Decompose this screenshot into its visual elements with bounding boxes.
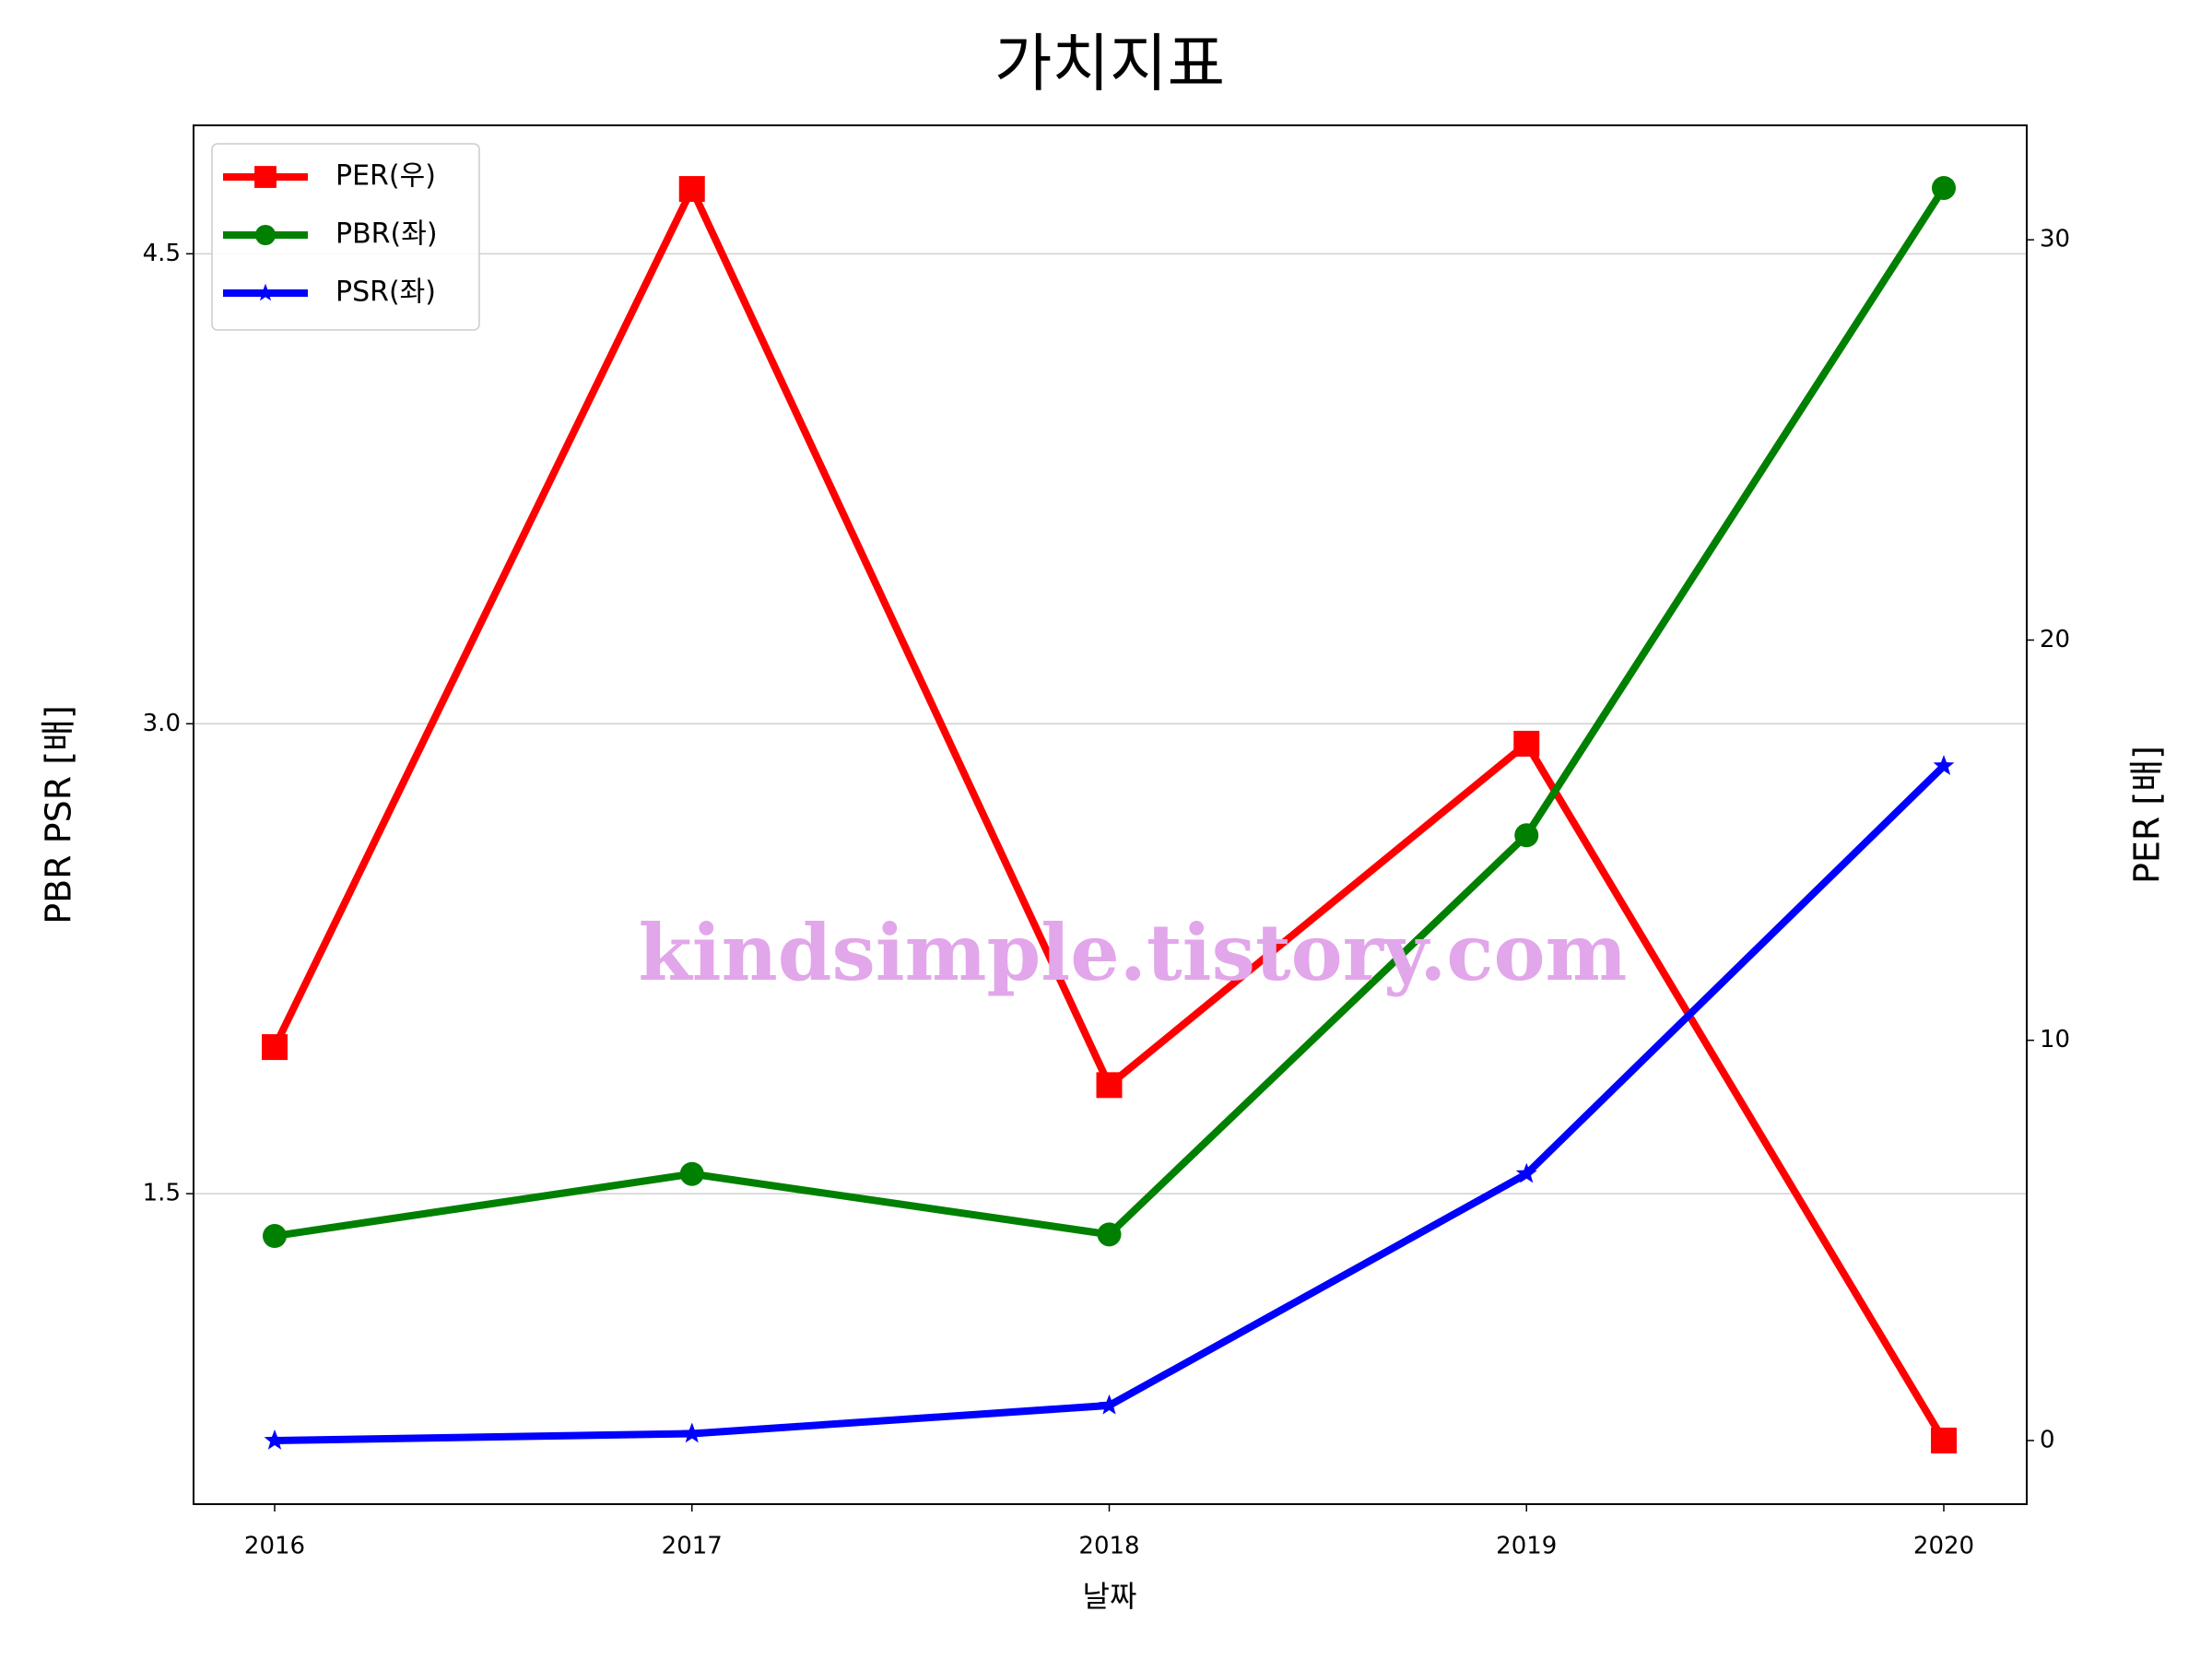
y-tick-label: 4.5	[143, 240, 181, 267]
marker	[256, 283, 275, 301]
marker	[1515, 1162, 1537, 1183]
plot-frame	[193, 124, 2028, 1505]
x-tick-label: 2016	[244, 1533, 305, 1560]
y2-tick-label: 10	[2040, 1026, 2070, 1053]
y-tick-label: 1.5	[143, 1180, 181, 1207]
legend-box	[211, 143, 480, 331]
series	[264, 755, 1955, 1450]
marker	[1931, 1427, 1957, 1453]
marker	[264, 1430, 286, 1450]
x-tick-label: 2019	[1496, 1533, 1557, 1560]
marker	[262, 1034, 288, 1061]
legend-label: PBR(좌)	[335, 218, 438, 251]
legend: PER(우) PBR(좌) PSR(좌)	[211, 143, 480, 331]
series	[262, 176, 1957, 1453]
chart-title: 가치지표	[994, 29, 1225, 101]
marker	[1096, 1072, 1123, 1099]
legend-label: PSR(좌)	[335, 276, 436, 309]
marker	[681, 1422, 703, 1443]
marker	[1933, 755, 1955, 775]
marker	[254, 166, 276, 188]
x-axis-label: 날짜	[1083, 1579, 1137, 1614]
y-tick-label: 3.0	[143, 710, 181, 737]
watermark: kindsimple.tistory.com	[639, 907, 1628, 998]
y2-tick-label: 30	[2040, 226, 2070, 253]
x-tick-label: 2018	[1078, 1533, 1139, 1560]
marker	[678, 176, 705, 203]
y2-axis-label: PER [배]	[2127, 746, 2168, 884]
marker	[1099, 1394, 1120, 1415]
x-tick-label: 2017	[662, 1533, 723, 1560]
marker	[1513, 730, 1540, 757]
x-tick-label: 2020	[1913, 1533, 1974, 1560]
y2-tick-label: 0	[2040, 1426, 2055, 1453]
legend-label: PER(우)	[335, 160, 436, 193]
marker	[1514, 823, 1539, 848]
y-axis-label: PBR PSR [배]	[39, 705, 79, 924]
marker	[254, 224, 276, 246]
series	[263, 175, 1956, 1249]
y2-tick-label: 20	[2040, 626, 2070, 653]
marker	[263, 1224, 287, 1249]
marker	[1932, 175, 1956, 200]
marker	[1097, 1222, 1122, 1247]
marker	[679, 1161, 704, 1186]
